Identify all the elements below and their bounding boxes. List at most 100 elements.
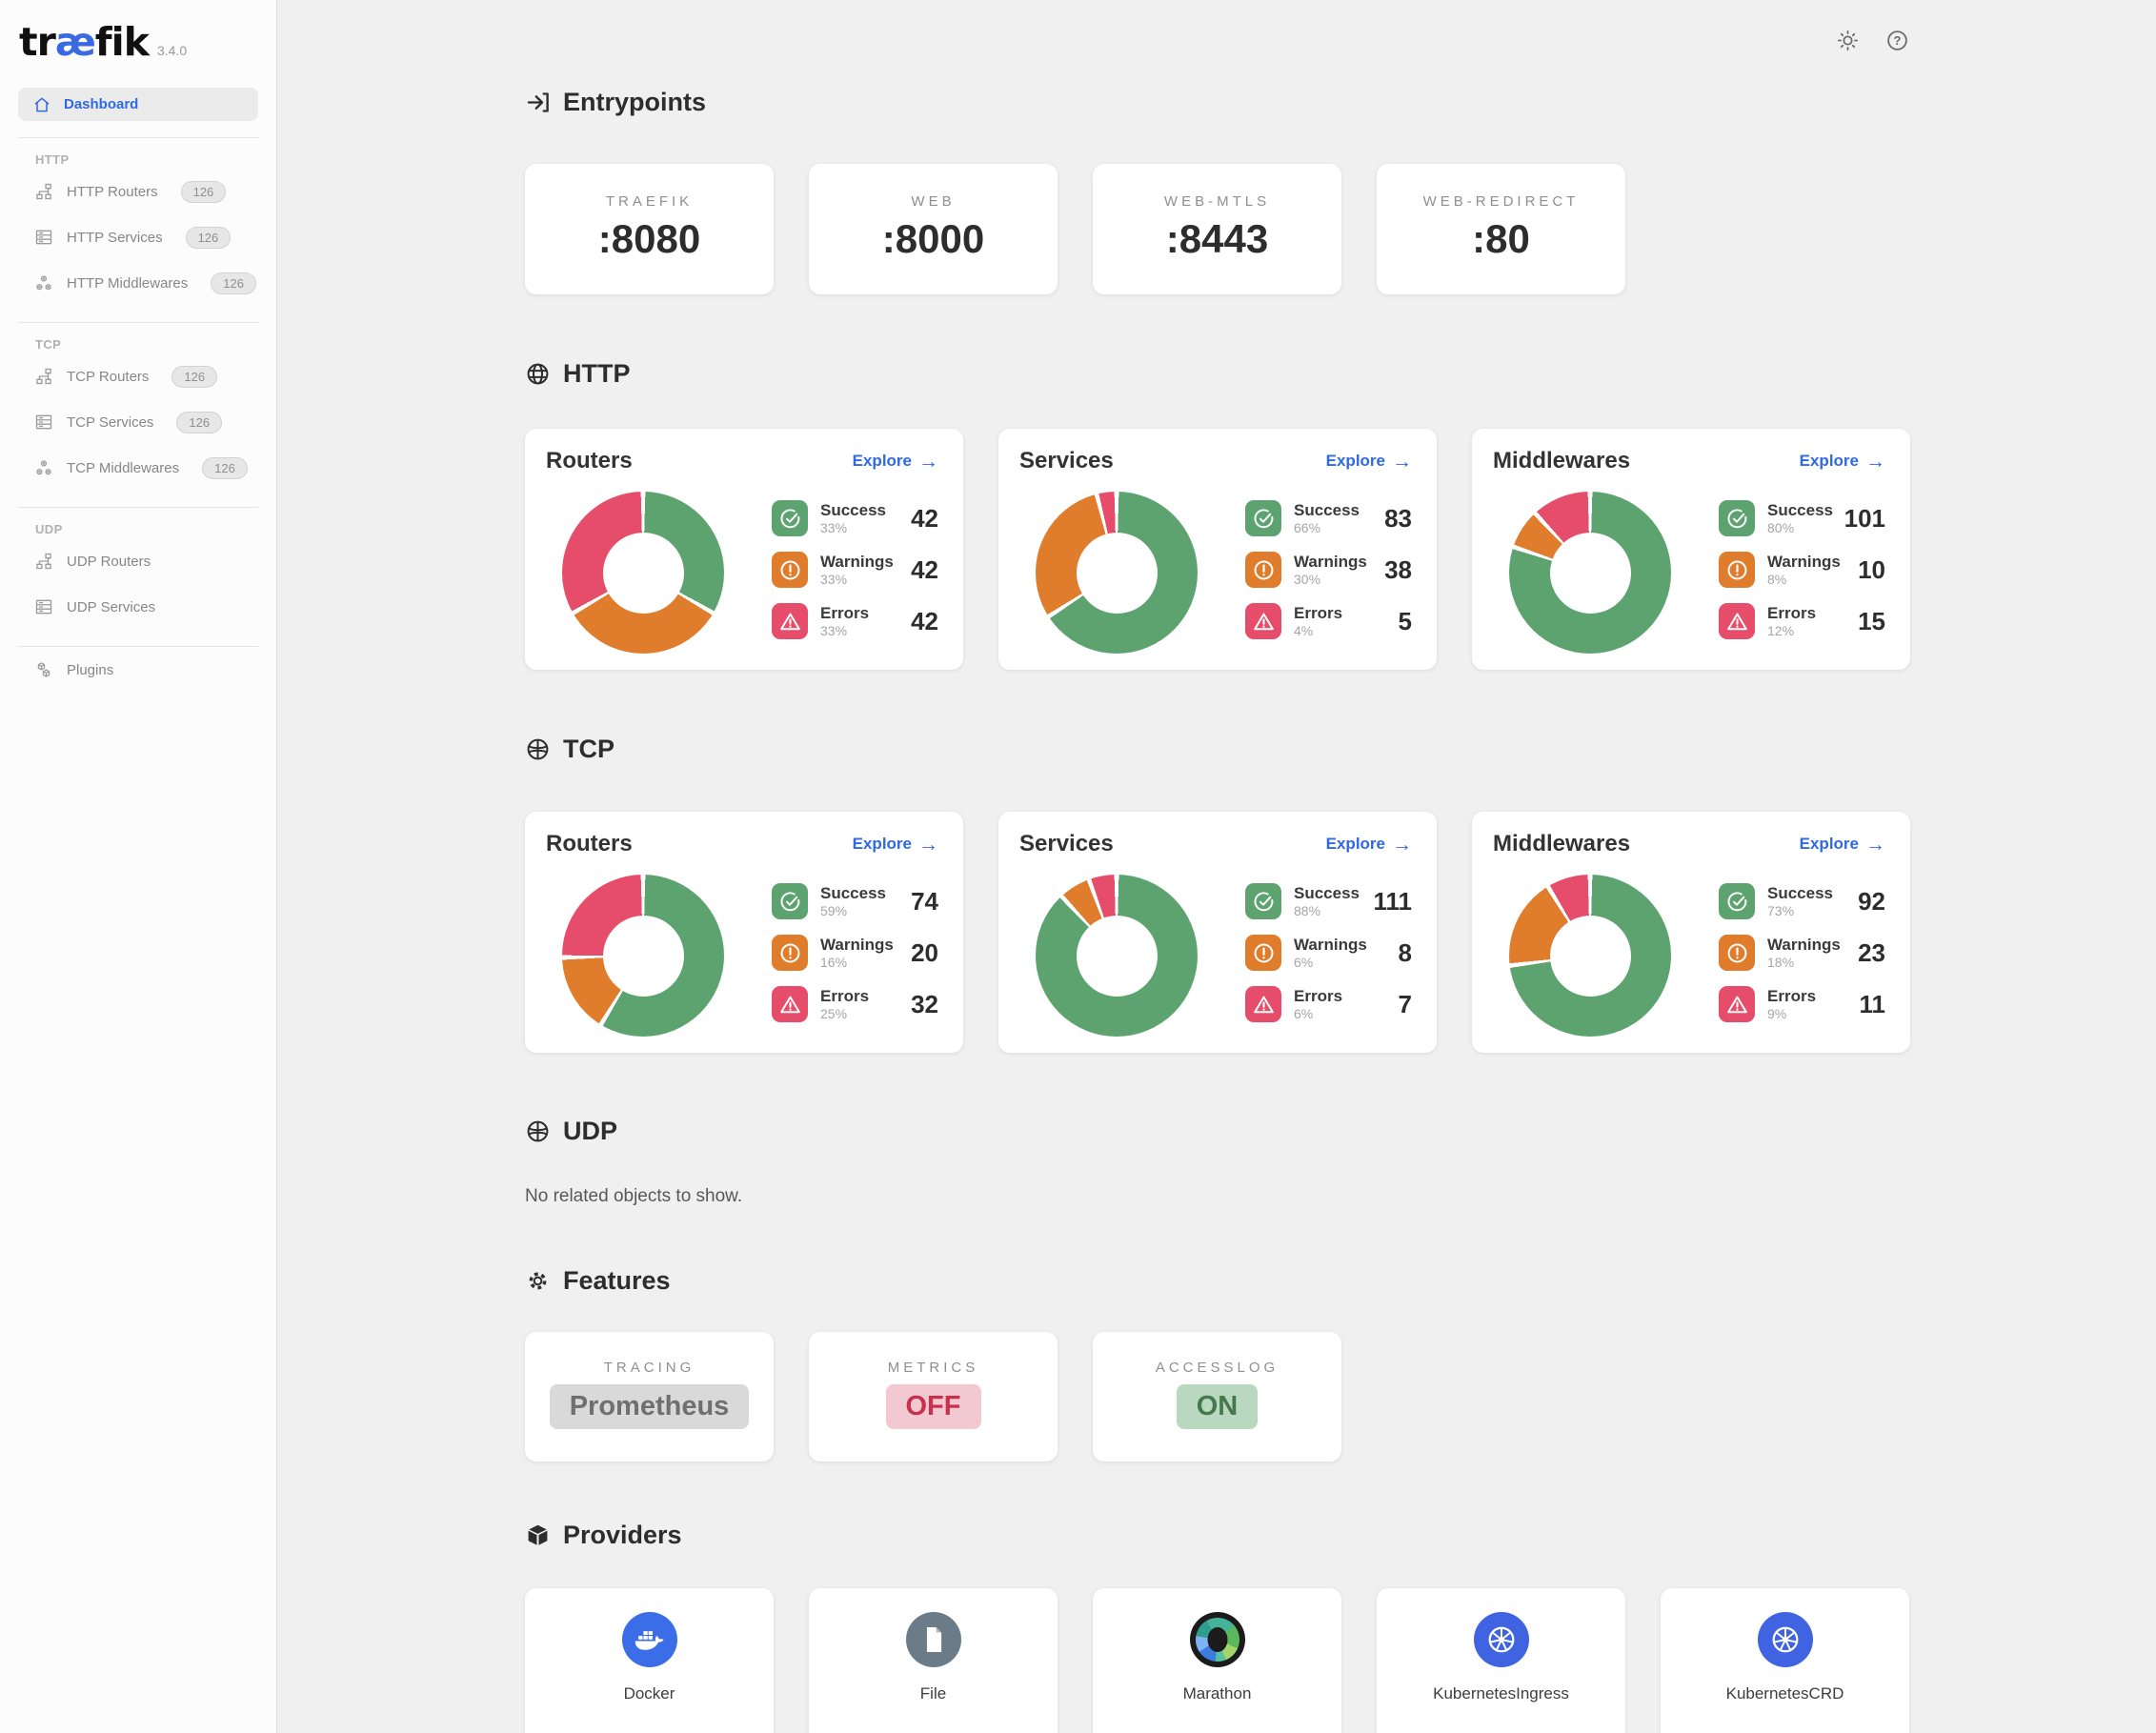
divider: [18, 646, 258, 647]
error-icon: [1245, 603, 1281, 639]
service-icon: [34, 228, 53, 247]
help-icon[interactable]: [1885, 29, 1909, 52]
sidebar-item-http-services[interactable]: HTTP Services 126: [0, 214, 276, 260]
entrypoint-card-web-redirect: WEB-REDIRECT :80: [1377, 164, 1625, 294]
stat-value: 5: [1398, 606, 1412, 635]
explore-link[interactable]: Explore →: [1325, 833, 1412, 856]
stat-value: 74: [911, 886, 938, 916]
stat-value: 7: [1398, 989, 1412, 1018]
stat-row-warnings: Warnings 6% 8: [1245, 935, 1412, 971]
kubernetes-wheel-icon: [1473, 1612, 1529, 1667]
stat-row-errors: Errors 4% 5: [1245, 603, 1412, 639]
count-badge: 126: [202, 456, 248, 479]
stat-value: 23: [1858, 937, 1885, 967]
stat-value: 20: [911, 937, 938, 967]
donut-chart: [562, 875, 724, 1037]
stat-row-warnings: Warnings 18% 23: [1719, 935, 1885, 971]
arrow-right-icon: →: [1865, 833, 1885, 856]
feature-name: ACCESSLOG: [1155, 1360, 1279, 1376]
error-icon: [772, 603, 808, 639]
stat-value: 111: [1373, 886, 1412, 916]
tcp-section-header: TCP: [525, 735, 2156, 764]
stat-value: 8: [1398, 937, 1412, 967]
stat-value: 92: [1858, 886, 1885, 916]
kubernetes-wheel-icon: [1757, 1612, 1813, 1667]
success-icon: [1719, 883, 1755, 919]
http-middlewares-card: Middlewares Explore → Success 80% 101 Warn…: [1472, 429, 1910, 670]
feature-value-badge: Prometheus: [549, 1384, 750, 1429]
error-icon: [1719, 603, 1755, 639]
explore-link[interactable]: Explore →: [1325, 450, 1412, 473]
card-title: Routers: [546, 448, 633, 474]
entrypoint-card-traefik: TRAEFIK :8080: [525, 164, 774, 294]
donut-chart: [562, 492, 724, 654]
stat-value: 101: [1844, 503, 1885, 533]
divider: [18, 507, 258, 508]
sidebar-item-tcp-services[interactable]: TCP Services 126: [0, 399, 276, 445]
stat-row-success: Success 66% 83: [1245, 500, 1412, 536]
stat-row-warnings: Warnings 16% 20: [772, 935, 938, 971]
donut-chart: [1509, 492, 1671, 654]
error-icon: [772, 986, 808, 1022]
stat-row-errors: Errors 33% 42: [772, 603, 938, 639]
tcp-routers-card: Routers Explore → Success 59% 74 Warnings 1…: [525, 812, 963, 1053]
sidebar-item-tcp-middlewares[interactable]: TCP Middlewares 126: [0, 445, 276, 491]
explore-link[interactable]: Explore →: [852, 450, 938, 473]
entrypoint-port: :80: [1472, 216, 1530, 261]
providers-cards-row: Docker File Marathon KubernetesIngress K…: [525, 1588, 2156, 1733]
app-logo: træfik 3.4.0: [0, 0, 276, 65]
sidebar-item-udp-routers[interactable]: UDP Routers: [0, 538, 276, 584]
count-badge: 126: [180, 180, 227, 203]
package-box-icon: [525, 1522, 551, 1548]
middleware-icon: [34, 458, 53, 477]
success-icon: [772, 500, 808, 536]
stat-row-errors: Errors 25% 32: [772, 986, 938, 1022]
http-section-header: HTTP: [525, 359, 2156, 389]
entrypoint-name: TRAEFIK: [605, 193, 694, 210]
sidebar-item-http-middlewares[interactable]: HTTP Middlewares 126: [0, 260, 276, 306]
sidebar-item-plugins[interactable]: Plugins: [0, 647, 276, 693]
entrypoint-name: WEB-REDIRECT: [1422, 193, 1580, 210]
theme-toggle-icon[interactable]: [1836, 29, 1860, 52]
stat-row-warnings: Warnings 30% 38: [1245, 552, 1412, 588]
sidebar-section-tcp: TCP: [35, 337, 62, 352]
donut-chart: [1036, 875, 1198, 1037]
stat-value: 15: [1858, 606, 1885, 635]
donut-chart: [1509, 875, 1671, 1037]
logo-prefix: tr: [19, 19, 56, 65]
stat-value: 32: [911, 989, 938, 1018]
card-title: Routers: [546, 831, 633, 856]
sidebar-item-tcp-routers[interactable]: TCP Routers 126: [0, 353, 276, 399]
explore-link[interactable]: Explore →: [1799, 833, 1885, 856]
dashboard-label: Dashboard: [64, 96, 139, 112]
stat-value: 11: [1859, 989, 1886, 1018]
provider-card-marathon: Marathon: [1093, 1588, 1341, 1733]
sidebar-item-http-routers[interactable]: HTTP Routers 126: [0, 169, 276, 214]
entrypoint-port: :8080: [597, 216, 701, 261]
explore-link[interactable]: Explore →: [852, 833, 938, 856]
sidebar-item-dashboard[interactable]: Dashboard: [18, 88, 258, 121]
service-icon: [34, 413, 53, 432]
sidebar-item-udp-services[interactable]: UDP Services: [0, 584, 276, 630]
udp-section-header: UDP: [525, 1117, 2156, 1146]
explore-link[interactable]: Explore →: [1799, 450, 1885, 473]
count-badge: 126: [171, 365, 218, 388]
features-section-header: Features: [525, 1266, 2156, 1296]
arrow-right-icon: →: [1865, 450, 1885, 473]
stat-value: 10: [1858, 554, 1885, 584]
feature-card-accesslog: ACCESSLOG ON: [1093, 1332, 1341, 1461]
home-icon: [32, 95, 51, 114]
card-title: Middlewares: [1493, 448, 1631, 474]
arrow-right-icon: →: [918, 450, 938, 473]
file-icon: [905, 1612, 961, 1667]
provider-card-kubernetescrd: KubernetesCRD: [1661, 1588, 1909, 1733]
provider-card-kubernetesingress: KubernetesIngress: [1377, 1588, 1625, 1733]
stat-row-errors: Errors 12% 15: [1719, 603, 1885, 639]
card-title: Middlewares: [1493, 831, 1631, 856]
http-routers-card: Routers Explore → Success 33% 42 Warnings 3…: [525, 429, 963, 670]
count-badge: 126: [211, 272, 256, 294]
stat-row-warnings: Warnings 8% 10: [1719, 552, 1885, 588]
udp-empty-message: No related objects to show.: [525, 1186, 743, 1206]
count-badge: 126: [185, 226, 232, 249]
feature-card-metrics: METRICS OFF: [809, 1332, 1058, 1461]
